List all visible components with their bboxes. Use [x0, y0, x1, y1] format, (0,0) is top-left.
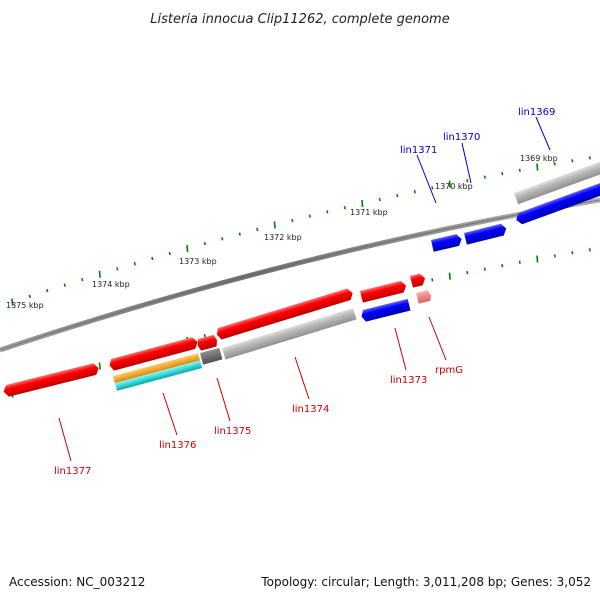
gene-lin1376-feature[interactable] — [115, 360, 203, 391]
tick-mark — [361, 199, 364, 208]
gene-feature-gray-top[interactable] — [514, 160, 600, 205]
tick-mark — [553, 162, 556, 166]
tick-mark — [291, 218, 294, 223]
kbp-label-1371: 1371 kbp — [350, 208, 388, 217]
tick-mark — [203, 333, 206, 338]
tick-mark — [588, 248, 591, 252]
kbp-label-1372: 1372 kbp — [264, 233, 302, 242]
tick-mark — [98, 270, 101, 278]
gene-lin1376-orange-feature[interactable] — [113, 353, 201, 384]
outer-tick-row — [11, 156, 591, 306]
tick-mark — [81, 277, 84, 282]
gene-small-red-feature[interactable] — [410, 273, 426, 288]
accession-text: Accession: NC_003212 — [9, 575, 145, 589]
tick-mark — [553, 254, 556, 258]
tick-mark — [536, 163, 539, 171]
tick-mark — [46, 288, 49, 293]
tick-mark — [11, 298, 14, 306]
kbp-label-1369: 1369 kbp — [520, 154, 558, 163]
tick-mark — [396, 193, 399, 198]
tick-mark — [413, 190, 416, 194]
tick-mark — [256, 227, 259, 232]
tick-mark — [431, 278, 434, 282]
gene-label-lin1376[interactable]: lin1376 — [159, 440, 196, 451]
tick-mark — [571, 251, 574, 255]
gene-label-lin1370[interactable]: lin1370 — [443, 132, 480, 143]
tick-mark — [431, 186, 434, 190]
gene-lin1374-red-feature[interactable] — [215, 287, 354, 340]
gene-label-lin1373[interactable]: lin1373 — [390, 375, 427, 386]
gene-lin1370-feature[interactable] — [464, 223, 508, 245]
tick-mark — [116, 267, 119, 271]
tick-mark — [588, 156, 591, 160]
gene-label-rpmG[interactable]: rpmG — [435, 365, 463, 376]
gene-lin1377-feature[interactable] — [2, 362, 100, 397]
gene-rpmG-feature[interactable] — [416, 290, 432, 304]
tick-mark — [378, 197, 381, 202]
tick-mark — [501, 264, 504, 268]
kbp-label-1374: 1374 kbp — [92, 280, 130, 289]
gene-label-lin1375[interactable]: lin1375 — [214, 426, 251, 437]
gene-lin1373-red-feature[interactable] — [360, 280, 408, 303]
gene-label-lin1369[interactable]: lin1369 — [518, 107, 555, 118]
tick-mark — [168, 251, 171, 256]
tick-mark — [518, 168, 521, 172]
tick-mark — [28, 294, 31, 298]
tick-mark — [186, 244, 189, 253]
gene-lin1375-red-feature[interactable] — [196, 334, 218, 351]
tick-mark — [483, 175, 486, 179]
gene-lin1369-feature[interactable] — [514, 182, 600, 225]
tick-mark — [343, 206, 346, 210]
label-leaders — [58, 116, 551, 462]
tick-mark — [273, 221, 276, 229]
tick-mark — [326, 210, 329, 214]
gene-lin1373-feature[interactable] — [360, 298, 411, 322]
kbp-label-1373: 1373 kbp — [179, 257, 217, 266]
gene-lin1375-feature[interactable] — [200, 347, 223, 365]
genome-summary-text: Topology: circular; Length: 3,011,208 bp… — [260, 575, 591, 589]
gene-lin1374-feature[interactable] — [222, 307, 357, 360]
gene-lin1371-feature[interactable] — [431, 233, 463, 252]
gene-label-lin1374[interactable]: lin1374 — [292, 404, 329, 415]
tick-mark — [536, 255, 539, 263]
kbp-label-1375: 1375 kbp — [6, 301, 44, 310]
tick-mark — [501, 172, 504, 176]
tick-mark — [133, 262, 136, 266]
tick-mark — [238, 232, 241, 236]
tick-mark — [448, 272, 451, 280]
tick-mark — [203, 241, 206, 246]
tick-mark — [448, 180, 451, 188]
tick-mark — [466, 178, 469, 183]
tick-mark — [98, 362, 101, 370]
tick-mark — [518, 260, 521, 264]
tick-mark — [151, 256, 154, 261]
map-title: Listeria innocua Clip11262, complete gen… — [150, 12, 449, 27]
tick-mark — [63, 283, 66, 287]
tick-mark — [571, 159, 574, 163]
tick-mark — [466, 270, 469, 275]
tick-mark — [221, 237, 224, 241]
gene-label-lin1371[interactable]: lin1371 — [400, 145, 437, 156]
gene-label-lin1377[interactable]: lin1377 — [54, 466, 91, 477]
gene-lin1376-red-feature[interactable] — [108, 336, 199, 371]
tick-mark — [308, 214, 311, 218]
tick-mark — [483, 267, 486, 271]
kbp-label-1370: 1370 kbp — [435, 182, 473, 191]
